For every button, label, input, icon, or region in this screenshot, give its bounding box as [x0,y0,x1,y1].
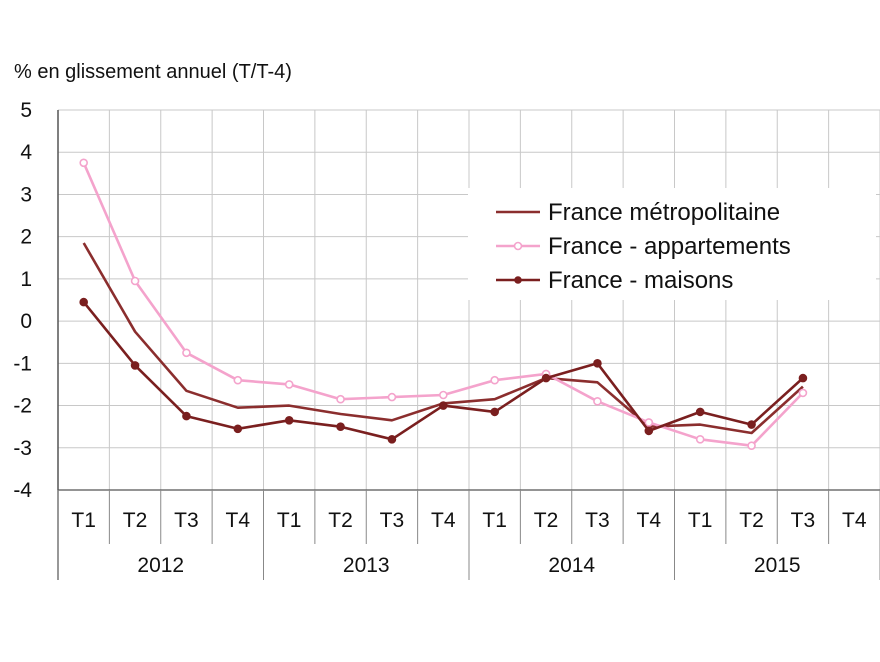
data-point [644,418,654,427]
legend-label: France métropolitaine [548,199,780,226]
x-tick-label: T3 [585,509,610,532]
data-point [182,348,191,358]
x-axis-ticks: T1 T2 T3 T4 T1 T2 T3 T4 T1 T2 T3 T4 T1 T2 T3 T4 2012 2013… [71,509,866,577]
data-point [182,411,191,421]
x-tick-label: T2 [739,509,764,532]
data-point [541,373,551,383]
data-point [490,407,499,417]
x-tick-label: T3 [380,509,405,532]
y-tick-label: -3 [13,437,32,460]
y-tick-label: 1 [20,268,32,291]
y-axis-ticks: 5 4 3 2 1 0 -1 -2 -3 -4 [13,99,32,502]
data-point [439,390,448,400]
y-tick-label: 4 [20,141,32,164]
legend: France métropolitaine France - appartemen… [468,188,876,300]
year-label: 2013 [343,554,390,577]
year-label: 2014 [548,554,595,577]
data-point [798,388,808,398]
x-tick-label: T2 [123,509,148,532]
data-point [644,426,654,436]
data-point [233,424,243,434]
legend-label: France - maisons [548,267,733,294]
data-point [284,380,294,389]
data-point [233,375,243,385]
x-tick-label: T1 [71,509,96,532]
data-point [490,375,499,385]
data-point [336,422,345,431]
data-point [593,359,602,368]
data-point [79,297,88,307]
y-tick-label: -4 [13,479,32,502]
data-point [79,158,88,168]
y-tick-label: -2 [13,395,32,418]
x-tick-label: T1 [688,509,713,532]
data-point [336,394,345,404]
legend-box [468,188,876,300]
legend-marker [514,276,522,284]
x-tick-label: T1 [277,509,302,532]
x-tick-label: T3 [174,509,199,532]
x-tick-label: T1 [482,509,507,532]
data-point [284,416,294,425]
data-point [387,392,397,402]
series-group [79,158,808,450]
y-tick-label: 5 [20,99,32,122]
year-label: 2015 [754,554,801,577]
y-tick-label: 3 [20,183,32,206]
x-tick-label: T4 [842,509,867,532]
data-point [387,435,397,444]
year-label: 2012 [137,554,184,577]
x-tick-label: T4 [637,509,662,532]
y-tick-label: 0 [20,310,32,333]
data-point [798,373,808,383]
x-tick-label: T4 [431,509,456,532]
data-point [747,420,756,429]
data-point [439,401,448,410]
data-point [695,407,705,417]
data-point [695,435,705,444]
y-tick-label: 2 [20,226,32,249]
y-tick-label: -1 [13,352,32,375]
y-axis-unit-label: % en glissement annuel (T/T-4) [14,61,292,83]
data-point [130,276,140,286]
x-tick-label: T2 [328,509,353,532]
legend-label: France - appartements [548,233,791,260]
x-tick-label: T2 [534,509,559,532]
legend-marker [513,241,523,251]
data-point [130,361,140,370]
data-point [747,441,756,450]
data-point [593,397,602,406]
x-tick-label: T3 [791,509,816,532]
x-tick-label: T4 [226,509,251,532]
